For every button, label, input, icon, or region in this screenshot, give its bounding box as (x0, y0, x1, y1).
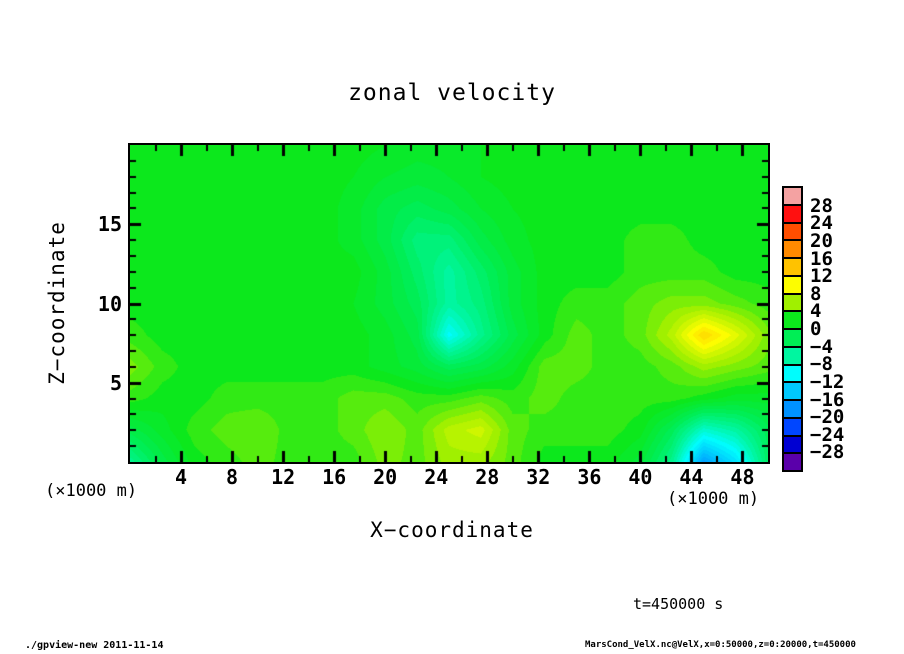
x-tick-label: 44 (679, 465, 704, 489)
colorbar-cell (784, 330, 801, 346)
x-tick-label: 20 (373, 465, 398, 489)
colorbar-cell (784, 365, 801, 382)
x-tick-label: 12 (271, 465, 296, 489)
x-tick-label: 36 (577, 465, 602, 489)
colorbar-label: −28 (810, 441, 845, 464)
y-tick-label: 5 (109, 370, 122, 395)
x-tick-label: 48 (730, 465, 755, 489)
colorbar-cell (784, 401, 801, 417)
plot-title: zonal velocity (348, 80, 556, 106)
x-axis-label: X−coordinate (370, 518, 534, 542)
colorbar-cell (784, 276, 801, 293)
colorbar-label: −8 (810, 353, 833, 376)
colorbar-label: 12 (810, 265, 833, 288)
colorbar-label: −4 (810, 335, 833, 358)
colorbar-cell (784, 383, 801, 399)
colorbar-cell (784, 223, 801, 240)
colorbar-cell (784, 241, 801, 257)
colorbar-cell (784, 454, 801, 470)
y-tick-label: 10 (97, 291, 122, 316)
colorbar-cell (784, 418, 801, 435)
x-unit-label-right: (×1000 m) (667, 489, 760, 509)
y-tick-label: 15 (97, 212, 122, 237)
time-annotation: t=450000 s (633, 595, 724, 613)
colorbar-label: 0 (810, 318, 822, 340)
x-tick-label: 24 (424, 465, 449, 489)
contour-field-canvas (130, 145, 768, 462)
colorbar-label: 24 (810, 212, 833, 235)
colorbar (782, 186, 803, 472)
colorbar-label: 28 (810, 194, 833, 217)
x-tick-label: 4 (175, 465, 188, 489)
plot-frame (128, 143, 770, 464)
colorbar-label: −12 (810, 370, 845, 393)
colorbar-cell (784, 205, 801, 222)
colorbar-label: −16 (810, 388, 845, 411)
colorbar-label: 4 (810, 300, 822, 323)
colorbar-cell (784, 294, 801, 311)
x-tick-label: 8 (226, 465, 239, 489)
x-unit-label-left: (×1000 m) (45, 481, 138, 501)
colorbar-label: 16 (810, 247, 833, 270)
footer-program-date: ./gpview-new 2011-11-14 (25, 640, 164, 651)
colorbar-label: −20 (810, 406, 845, 429)
colorbar-cell (784, 312, 801, 328)
x-tick-label: 40 (628, 465, 653, 489)
colorbar-cell (784, 259, 801, 275)
colorbar-cell (784, 436, 801, 453)
colorbar-label: 20 (810, 229, 833, 252)
colorbar-label: −24 (810, 423, 845, 446)
colorbar-label: 8 (810, 282, 822, 305)
colorbar-cell (784, 347, 801, 364)
x-tick-label: 16 (322, 465, 347, 489)
x-tick-label: 32 (526, 465, 551, 489)
x-tick-label: 28 (475, 465, 500, 489)
colorbar-cell (784, 188, 801, 204)
footer-file-info: MarsCond_VelX.nc@VelX,x=0:50000,z=0:2000… (585, 640, 856, 650)
